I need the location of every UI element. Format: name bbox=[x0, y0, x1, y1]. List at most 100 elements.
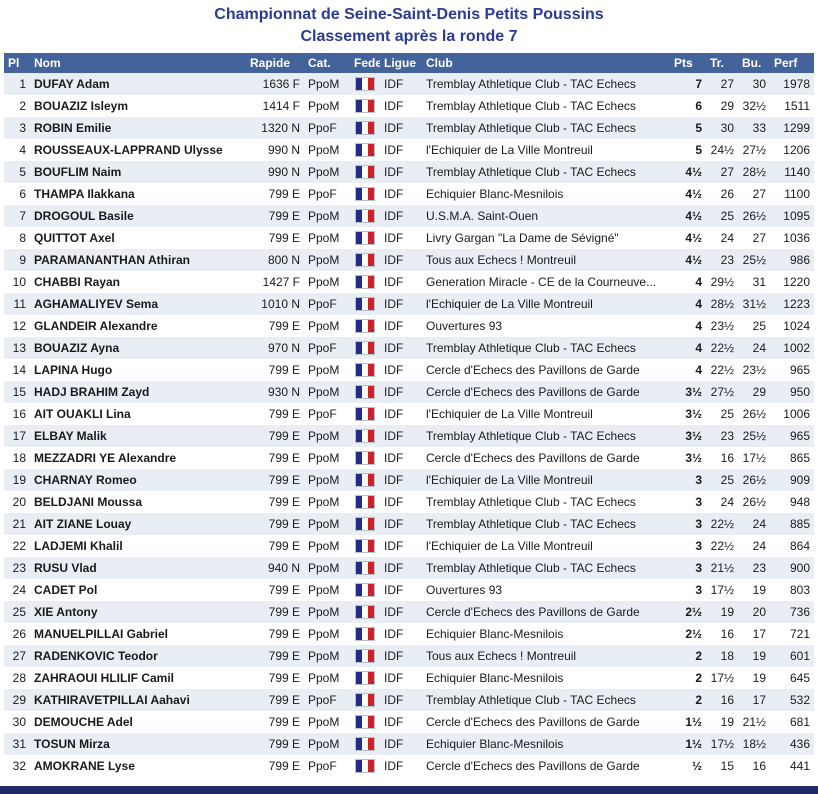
cell-club: Cercle d'Echecs des Pavillons de Garde bbox=[426, 715, 640, 729]
cell-nom[interactable]: THAMPA Ilakkana bbox=[34, 187, 135, 201]
cell-ligue: IDF bbox=[384, 605, 404, 619]
cell-nom[interactable]: RUSU Vlad bbox=[34, 561, 97, 575]
cell-nom[interactable]: XIE Antony bbox=[34, 605, 98, 619]
cell-bu: 31½ bbox=[742, 297, 766, 311]
cell-cat: PpoM bbox=[308, 495, 340, 509]
col-header-rapide: Rapide bbox=[246, 53, 304, 73]
cell-perf: 909 bbox=[789, 473, 810, 487]
cell-pts: 5 bbox=[695, 121, 702, 135]
cell-nom[interactable]: CHARNAY Romeo bbox=[34, 473, 137, 487]
cell-cat: PpoF bbox=[308, 693, 337, 707]
cell-pl: 26 bbox=[12, 627, 26, 641]
french-flag-icon bbox=[355, 692, 375, 707]
cell-bu: 26½ bbox=[742, 407, 766, 421]
col-header-pts: Pts bbox=[670, 53, 706, 73]
cell-nom[interactable]: BOUFLIM Naim bbox=[34, 165, 122, 179]
french-flag-icon bbox=[355, 538, 375, 553]
cell-rapide: 799 E bbox=[268, 451, 300, 465]
french-flag-icon bbox=[355, 384, 375, 399]
table-row: 6 THAMPA Ilakkana 799 E PpoF IDF Echiquier Bl… bbox=[4, 183, 814, 205]
cell-ligue: IDF bbox=[384, 165, 404, 179]
cell-fede bbox=[350, 117, 380, 139]
cell-nom[interactable]: DEMOUCHE Adel bbox=[34, 715, 133, 729]
cell-perf: 436 bbox=[789, 737, 810, 751]
cell-rapide: 990 N bbox=[267, 165, 300, 179]
cell-rapide: 799 E bbox=[268, 583, 300, 597]
cell-nom[interactable]: ROBIN Emilie bbox=[34, 121, 112, 135]
cell-nom[interactable]: BOUAZIZ Isleym bbox=[34, 99, 129, 113]
cell-rapide: 799 E bbox=[268, 495, 300, 509]
cell-rapide: 799 E bbox=[268, 605, 300, 619]
cell-nom[interactable]: QUITTOT Axel bbox=[34, 231, 115, 245]
cell-cat: PpoM bbox=[308, 473, 340, 487]
cell-fede bbox=[350, 205, 380, 227]
cell-nom[interactable]: BOUAZIZ Ayna bbox=[34, 341, 120, 355]
cell-nom[interactable]: AIT ZIANE Louay bbox=[34, 517, 132, 531]
cell-rapide: 799 E bbox=[268, 693, 300, 707]
cell-cat: PpoM bbox=[308, 209, 340, 223]
cell-bu: 26½ bbox=[742, 209, 766, 223]
cell-cat: PpoM bbox=[308, 715, 340, 729]
cell-nom[interactable]: PARAMANANTHAN Athiran bbox=[34, 253, 190, 267]
cell-rapide: 799 E bbox=[268, 649, 300, 663]
cell-fede bbox=[350, 491, 380, 513]
table-row: 8 QUITTOT Axel 799 E PpoM IDF Livry Gargan "L… bbox=[4, 227, 814, 249]
cell-club: Cercle d'Echecs des Pavillons de Garde bbox=[426, 605, 640, 619]
cell-nom[interactable]: MEZZADRI YE Alexandre bbox=[34, 451, 177, 465]
cell-pts: 5 bbox=[695, 143, 702, 157]
cell-nom[interactable]: LADJEMI Khalil bbox=[34, 539, 123, 553]
cell-nom[interactable]: ROUSSEAUX-LAPPRAND Ulysse bbox=[34, 143, 223, 157]
cell-nom[interactable]: DUFAY Adam bbox=[34, 77, 110, 91]
cell-club: Cercle d'Echecs des Pavillons de Garde bbox=[426, 451, 640, 465]
cell-bu: 23 bbox=[752, 561, 766, 575]
cell-club: l'Echiquier de La Ville Montreuil bbox=[426, 539, 593, 553]
cell-ligue: IDF bbox=[384, 561, 404, 575]
french-flag-icon bbox=[355, 472, 375, 487]
cell-pl: 20 bbox=[12, 495, 26, 509]
cell-nom[interactable]: ELBAY Malik bbox=[34, 429, 107, 443]
cell-pl: 9 bbox=[19, 253, 26, 267]
cell-tr: 16 bbox=[720, 693, 734, 707]
cell-fede bbox=[350, 689, 380, 711]
cell-nom[interactable]: MANUELPILLAI Gabriel bbox=[34, 627, 169, 641]
cell-fede bbox=[350, 161, 380, 183]
cell-tr: 24 bbox=[720, 495, 734, 509]
cell-ligue: IDF bbox=[384, 539, 404, 553]
cell-nom[interactable]: AIT OUAKLI Lina bbox=[34, 407, 131, 421]
cell-club: Ouvertures 93 bbox=[426, 583, 503, 597]
cell-rapide: 1636 F bbox=[262, 77, 300, 91]
cell-bu: 30 bbox=[752, 77, 766, 91]
cell-ligue: IDF bbox=[384, 495, 404, 509]
cell-bu: 19 bbox=[752, 649, 766, 663]
cell-cat: PpoM bbox=[308, 627, 340, 641]
cell-nom[interactable]: AGHAMALIYEV Sema bbox=[34, 297, 159, 311]
cell-bu: 29 bbox=[752, 385, 766, 399]
cell-nom[interactable]: AMOKRANE Lyse bbox=[34, 759, 135, 773]
cell-perf: 1036 bbox=[783, 231, 810, 245]
french-flag-icon bbox=[355, 120, 375, 135]
cell-ligue: IDF bbox=[384, 693, 404, 707]
cell-nom[interactable]: HADJ BRAHIM Zayd bbox=[34, 385, 150, 399]
cell-nom[interactable]: DROGOUL Basile bbox=[34, 209, 134, 223]
table-row: 5 BOUFLIM Naim 990 N PpoM IDF Tremblay Athlet… bbox=[4, 161, 814, 183]
cell-pl: 10 bbox=[12, 275, 26, 289]
cell-nom[interactable]: RADENKOVIC Teodor bbox=[34, 649, 158, 663]
cell-bu: 25½ bbox=[742, 429, 766, 443]
cell-nom[interactable]: KATHIRAVETPILLAI Aahavi bbox=[34, 693, 190, 707]
cell-ligue: IDF bbox=[384, 363, 404, 377]
cell-nom[interactable]: TOSUN Mirza bbox=[34, 737, 110, 751]
cell-cat: PpoM bbox=[308, 737, 340, 751]
cell-club: Cercle d'Echecs des Pavillons de Garde bbox=[426, 385, 640, 399]
cell-perf: 1978 bbox=[783, 77, 810, 91]
cell-nom[interactable]: BELDJANI Moussa bbox=[34, 495, 143, 509]
cell-pl: 24 bbox=[12, 583, 26, 597]
cell-nom[interactable]: GLANDEIR Alexandre bbox=[34, 319, 158, 333]
cell-cat: PpoM bbox=[308, 165, 340, 179]
cell-nom[interactable]: LAPINA Hugo bbox=[34, 363, 113, 377]
table-row: 23 RUSU Vlad 940 N PpoM IDF Tremblay Athletiq… bbox=[4, 557, 814, 579]
cell-nom[interactable]: CHABBI Rayan bbox=[34, 275, 121, 289]
cell-nom[interactable]: ZAHRAOUI HLILIF Camil bbox=[34, 671, 174, 685]
cell-pl: 28 bbox=[12, 671, 26, 685]
cell-nom[interactable]: CADET Pol bbox=[34, 583, 98, 597]
cell-cat: PpoM bbox=[308, 363, 340, 377]
